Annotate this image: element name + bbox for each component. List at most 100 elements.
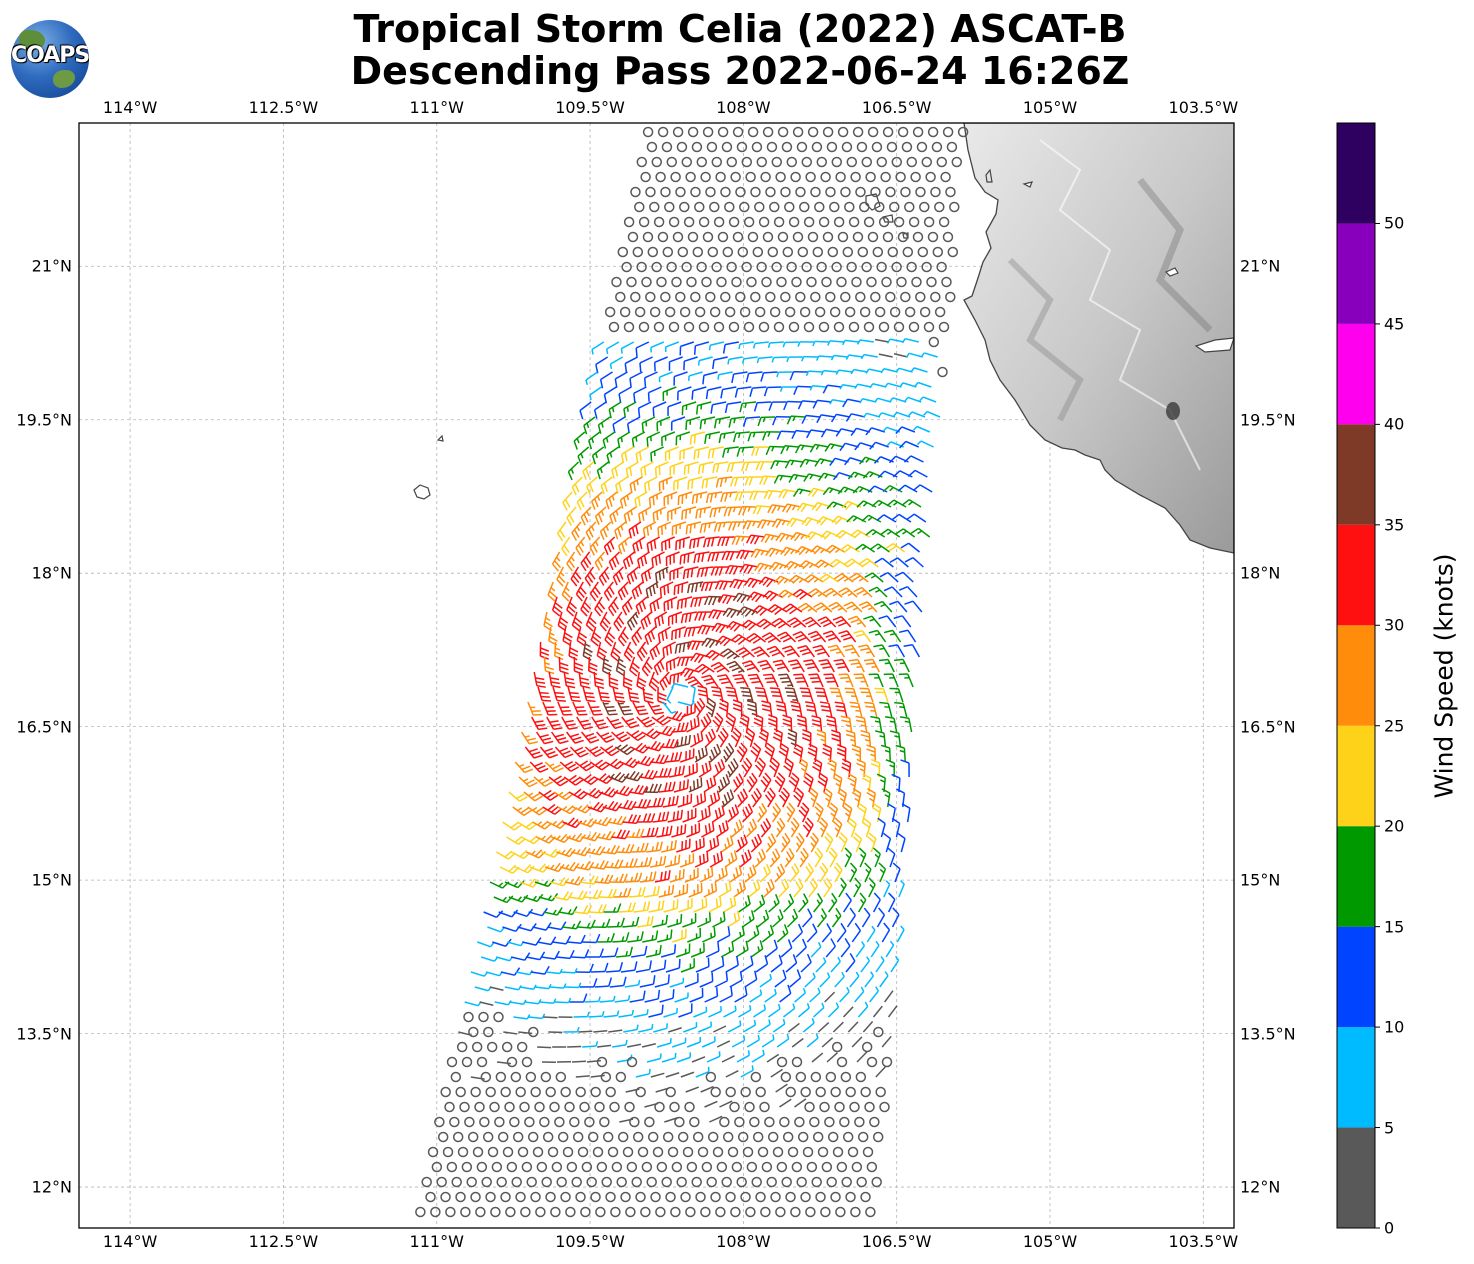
barb-flag: [598, 773, 607, 781]
barb-flag: [798, 547, 806, 556]
barb-flag: [617, 638, 625, 647]
barb-staff: [743, 356, 758, 360]
barb-flag: [831, 733, 841, 738]
barb-staff: [857, 383, 872, 388]
barb-staff: [598, 896, 613, 899]
barb-flag: [626, 423, 630, 433]
barb-flag: [544, 781, 553, 787]
barb-flag: [885, 759, 895, 764]
barb-staff: [556, 566, 565, 580]
wind-barb: [913, 425, 931, 433]
barb-flag: [762, 431, 767, 441]
wind-barb: [690, 186, 701, 198]
wind-barb: [838, 832, 848, 853]
wind-barb: [767, 504, 787, 514]
calm-wind-circle: [801, 156, 813, 168]
barb-flag: [717, 674, 727, 678]
barb-flag: [726, 652, 735, 660]
barb-staff: [820, 602, 833, 613]
barb-flag: [865, 427, 873, 436]
barb-flag: [707, 449, 711, 459]
barb-staff: [659, 671, 670, 683]
barb-flag: [855, 543, 864, 551]
barb-half-flag: [832, 592, 838, 597]
barb-half-flag: [708, 433, 711, 440]
barb-flag: [710, 404, 714, 414]
wind-barb: [803, 473, 823, 482]
barb-flag: [695, 641, 701, 651]
wind-barb: [899, 716, 913, 733]
wind-barb: [930, 291, 941, 303]
wind-barb: [520, 731, 539, 745]
barb-staff: [848, 718, 853, 733]
wind-barb: [825, 291, 836, 303]
barb-staff: [810, 839, 819, 853]
calm-wind-circle: [784, 306, 796, 318]
barb-flag: [838, 587, 847, 593]
barb-staff: [676, 431, 691, 438]
barb-staff: [752, 386, 767, 389]
barb-flag: [702, 538, 707, 548]
barb-flag: [574, 617, 583, 624]
barb-staff: [814, 443, 829, 448]
calm-wind-circle: [816, 261, 827, 273]
wind-barb: [741, 356, 758, 364]
barb-flag: [790, 700, 800, 704]
barb-flag: [697, 449, 700, 459]
wind-barb: [901, 141, 913, 153]
barb-flag: [780, 742, 789, 749]
barb-flag: [722, 595, 728, 604]
wind-barb: [882, 484, 903, 493]
calm-wind-circle: [946, 141, 958, 153]
wind-barb: [582, 686, 596, 703]
barb-flag: [601, 574, 608, 583]
wind-barb: [838, 587, 858, 598]
barb-half-flag: [867, 606, 874, 611]
wind-barb: [655, 566, 669, 583]
wind-barb: [859, 201, 870, 213]
barb-flag: [749, 635, 758, 642]
barb-flag: [636, 652, 644, 662]
barb-staff: [554, 746, 566, 758]
wind-barb: [714, 580, 734, 591]
wind-barb: [737, 606, 758, 618]
wind-barb: [818, 321, 830, 333]
wind-barb: [903, 644, 921, 658]
calm-wind-circle: [672, 231, 684, 243]
wind-barb: [561, 536, 571, 557]
barb-half-flag: [820, 459, 825, 465]
wind-barb: [923, 216, 935, 228]
barb-flag: [766, 742, 775, 750]
wind-barb: [693, 446, 709, 460]
wind-barb: [660, 738, 679, 749]
barb-flag: [647, 570, 652, 580]
logo-landmass: [53, 70, 75, 88]
wind-barb: [915, 291, 926, 303]
wind-barb: [899, 382, 917, 388]
wind-barb: [713, 521, 731, 532]
barb-staff: [510, 851, 525, 860]
barb-flag: [634, 498, 638, 508]
barb-flag: [573, 788, 582, 796]
barb-flag: [538, 863, 546, 872]
barb-flag: [712, 610, 718, 619]
barb-flag: [568, 514, 575, 523]
barb-flag: [701, 637, 708, 647]
barb-flag: [683, 628, 688, 638]
barb-flag: [597, 513, 603, 523]
wind-barb: [850, 529, 871, 539]
barb-flag: [699, 838, 702, 849]
barb-flag: [570, 695, 580, 699]
barb-flag: [617, 662, 627, 669]
wind-barb: [760, 171, 771, 183]
barb-flag: [682, 570, 686, 580]
barb-flag: [608, 713, 618, 716]
barb-half-flag: [752, 432, 756, 438]
wind-barb: [602, 431, 616, 449]
barb-flag: [659, 768, 664, 778]
wind-barb: [776, 276, 787, 288]
barb-flag: [678, 781, 682, 791]
wind-barb: [684, 867, 699, 883]
calm-wind-circle: [846, 156, 858, 168]
wind-barb: [833, 862, 843, 883]
